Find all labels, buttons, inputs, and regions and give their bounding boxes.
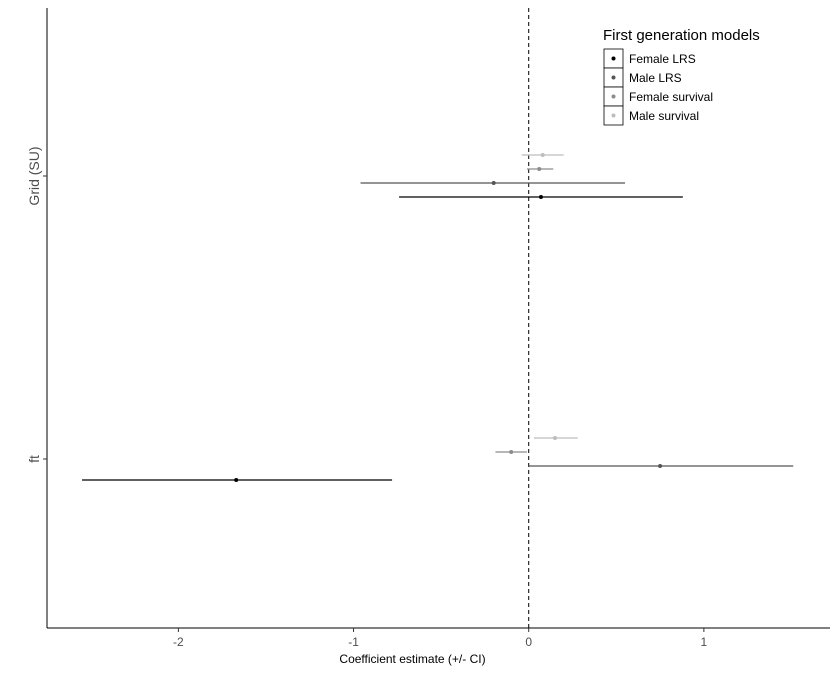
estimate-point: [538, 195, 543, 199]
y-category-label: ft: [26, 455, 42, 463]
legend-key-point: [611, 113, 616, 118]
legend-title: First generation models: [603, 27, 760, 44]
legend-key-point: [611, 56, 616, 61]
legend-label: Female survival: [629, 90, 713, 104]
x-tick-label: 0: [525, 635, 532, 649]
marks: [82, 153, 794, 482]
legend-label: Male survival: [629, 109, 699, 123]
x-axis-title: Coefficient estimate (+/- CI): [339, 652, 485, 666]
estimate-point: [509, 450, 514, 454]
estimate-point: [537, 167, 542, 171]
legend: First generation models Female LRS Male LR…: [603, 27, 760, 126]
x-tick-label: -1: [348, 635, 359, 649]
legend-key-point: [611, 75, 616, 80]
legend-label: Male LRS: [629, 71, 682, 85]
axes: -2 -1 0 1 ft Grid (SU) Coefficient estimate (+…: [26, 8, 830, 666]
estimate-point: [491, 181, 496, 185]
estimate-point: [658, 464, 663, 468]
legend-label: Female LRS: [629, 52, 696, 66]
estimate-point: [234, 478, 239, 482]
legend-key-point: [611, 94, 616, 99]
estimate-point: [552, 436, 557, 440]
x-tick-label: 1: [701, 635, 708, 649]
estimate-point: [540, 153, 545, 157]
y-category-label: Grid (SU): [26, 146, 42, 205]
x-tick-label: -2: [173, 635, 184, 649]
